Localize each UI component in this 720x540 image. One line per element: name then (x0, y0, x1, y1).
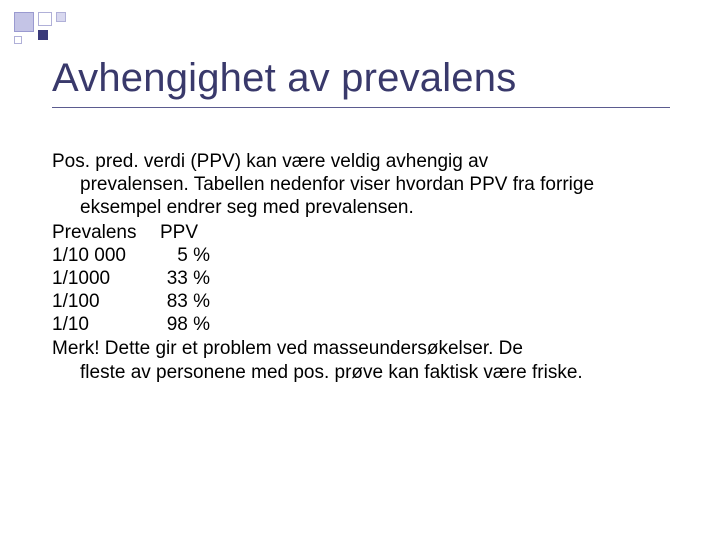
cell-prevalens: 1/10 (52, 313, 160, 336)
note-paragraph: Merk! Dette gir et problem ved masseunde… (52, 337, 680, 383)
cell-prevalens: 1/100 (52, 290, 160, 313)
table-row: 1/10 98 % (52, 313, 680, 336)
cell-ppv: 83 % (160, 290, 210, 313)
table-row: 1/100 83 % (52, 290, 680, 313)
cell-ppv: 5 % (160, 244, 210, 267)
deco-square (14, 36, 22, 44)
title-underline (52, 107, 670, 108)
intro-line-rest: prevalensen. Tabellen nedenfor viser hvo… (52, 173, 680, 219)
deco-square (38, 12, 52, 26)
col-header-prevalens: Prevalens (52, 221, 160, 244)
cell-ppv: 98 % (160, 313, 210, 336)
intro-paragraph: Pos. pred. verdi (PPV) kan være veldig a… (52, 150, 680, 220)
slide-title: Avhengighet av prevalens (52, 56, 680, 101)
corner-decoration (8, 8, 88, 38)
col-header-ppv: PPV (160, 221, 198, 244)
table-row: 1/1000 33 % (52, 267, 680, 290)
cell-ppv: 33 % (160, 267, 210, 290)
slide-body: Pos. pred. verdi (PPV) kan være veldig a… (52, 150, 680, 384)
cell-prevalens: 1/1000 (52, 267, 160, 290)
ppv-table: Prevalens PPV 1/10 000 5 % 1/1000 33 % 1… (52, 221, 680, 337)
deco-square (56, 12, 66, 22)
note-line-rest: fleste av personene med pos. prøve kan f… (52, 361, 680, 384)
deco-square (14, 12, 34, 32)
note-line-1: Merk! Dette gir et problem ved masseunde… (52, 337, 680, 360)
slide: Avhengighet av prevalens Pos. pred. verd… (0, 0, 720, 540)
table-row: 1/10 000 5 % (52, 244, 680, 267)
deco-square (38, 30, 48, 40)
table-header-row: Prevalens PPV (52, 221, 680, 244)
cell-prevalens: 1/10 000 (52, 244, 160, 267)
intro-line-1: Pos. pred. verdi (PPV) kan være veldig a… (52, 150, 680, 173)
